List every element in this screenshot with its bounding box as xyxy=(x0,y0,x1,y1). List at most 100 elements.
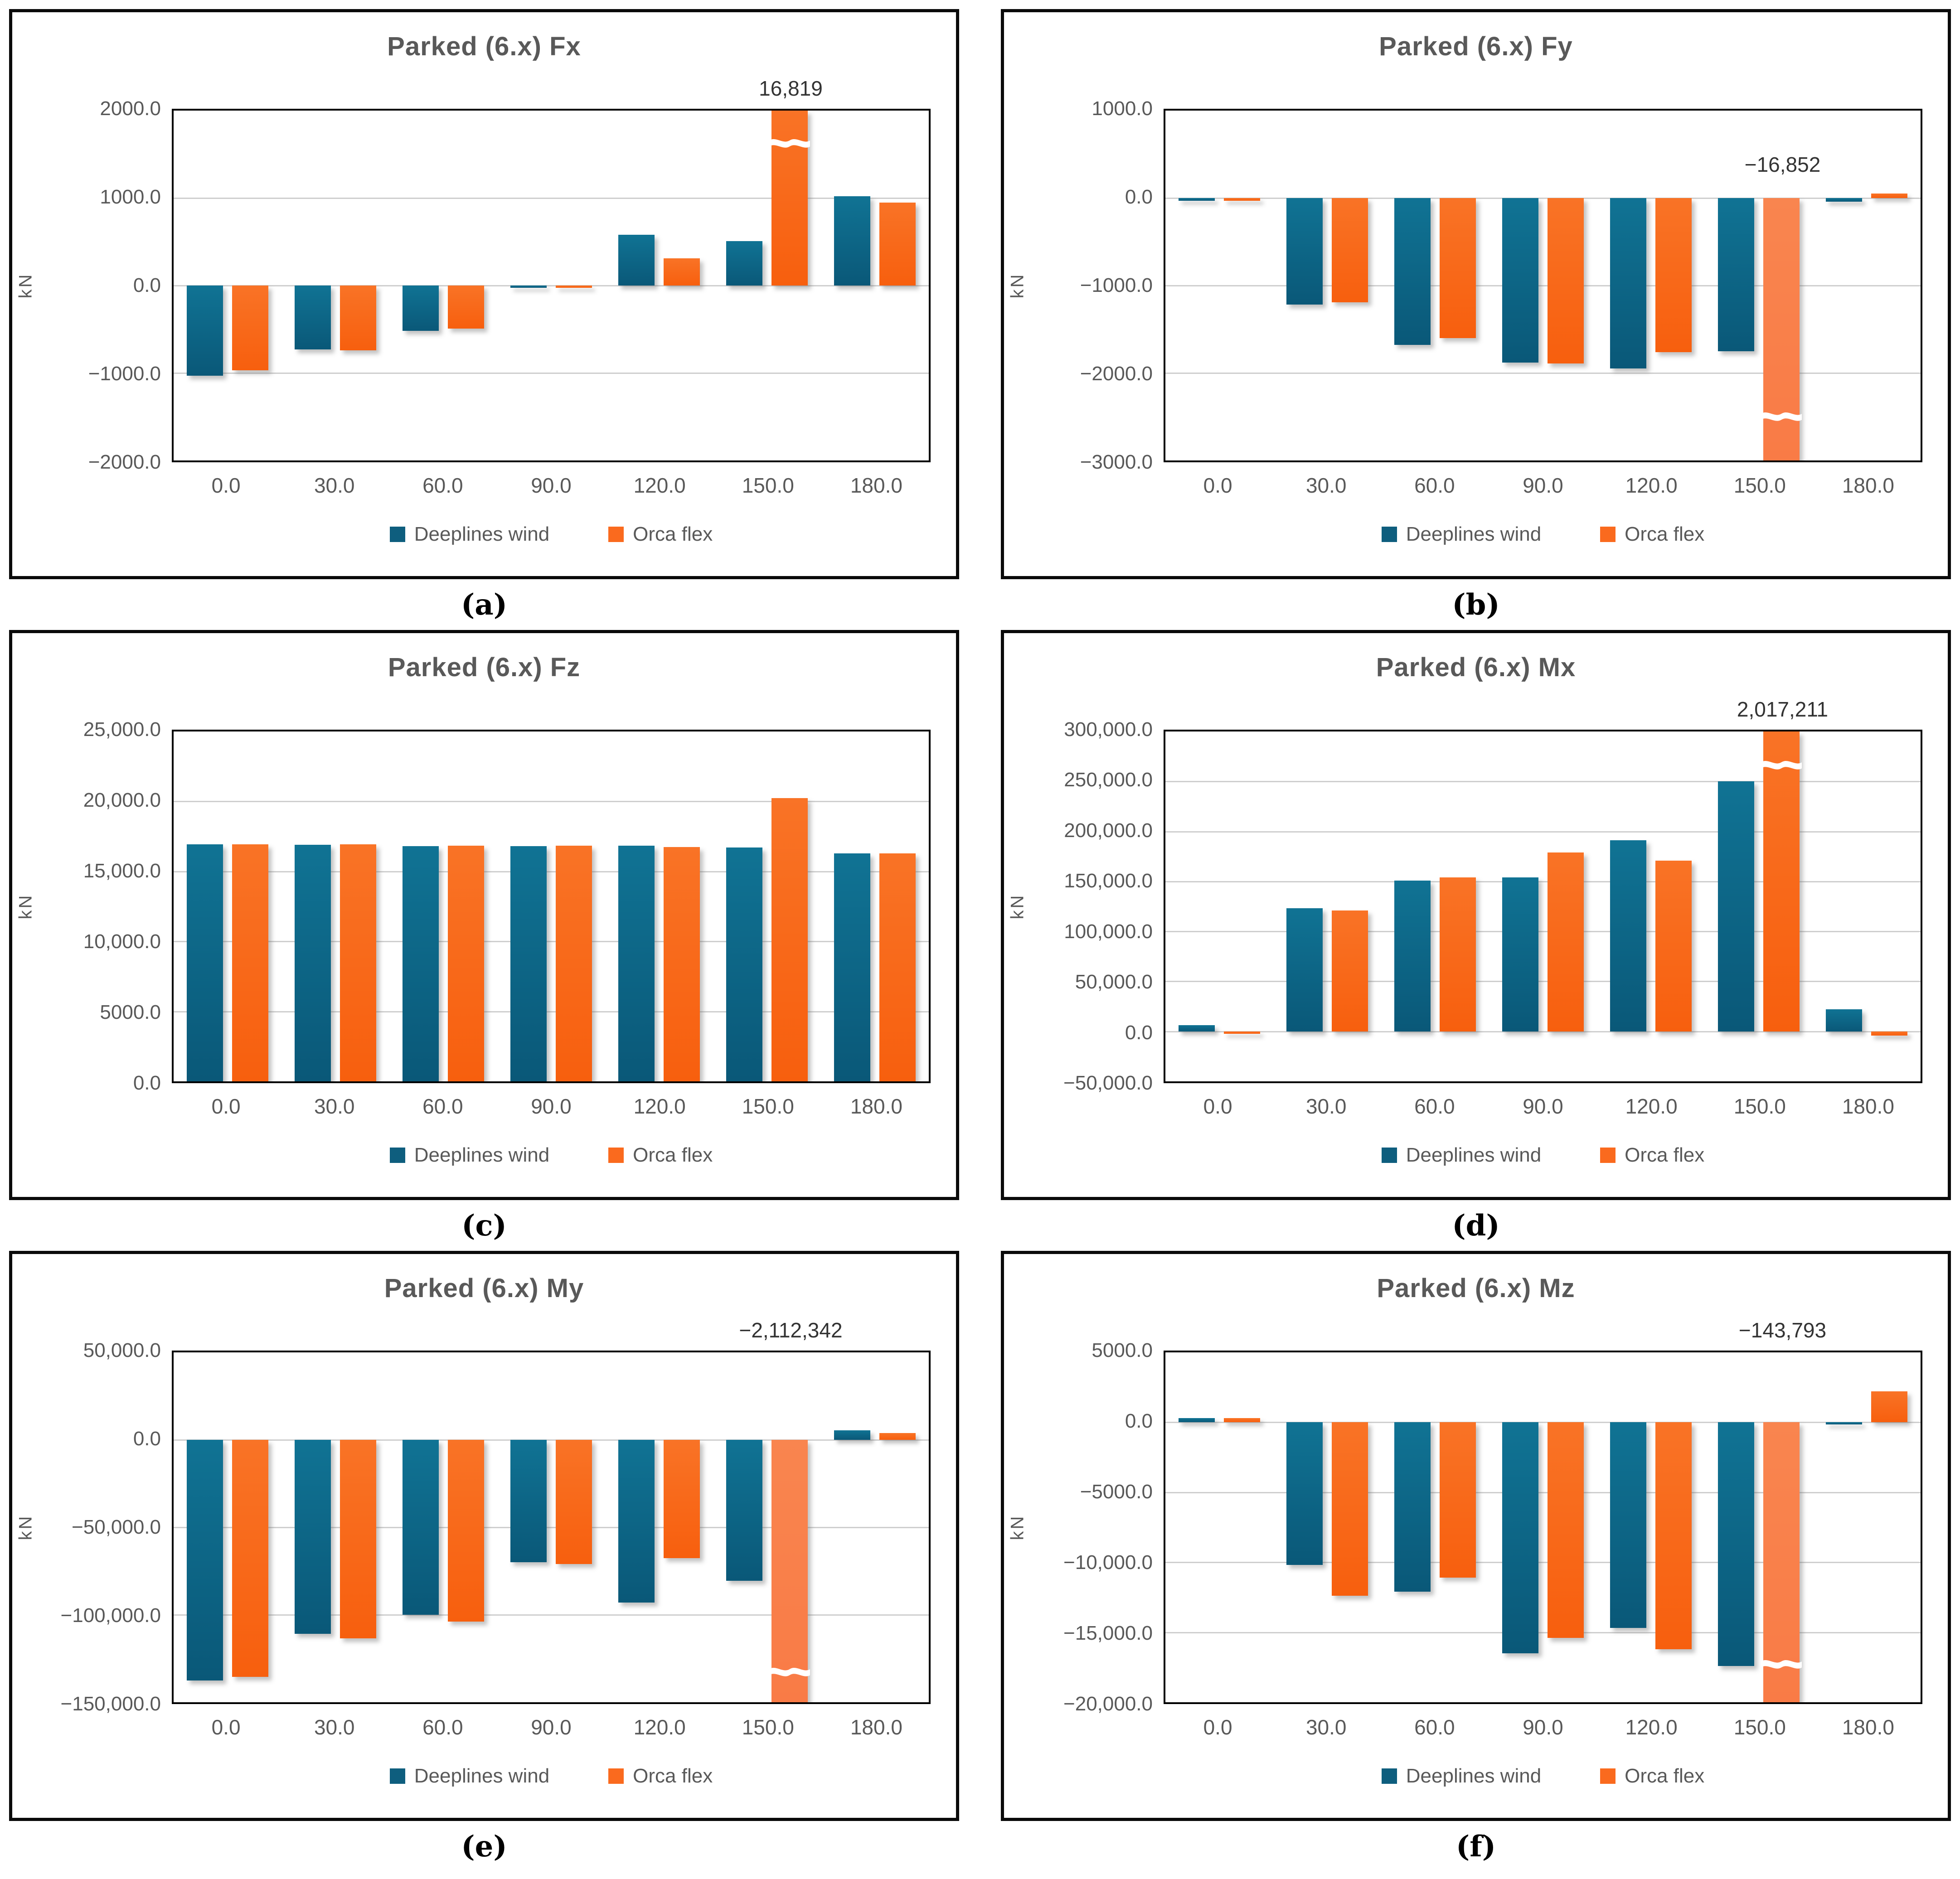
legend-label: Deeplines wind xyxy=(414,1144,550,1166)
bar-orca xyxy=(663,1440,700,1558)
bar-orca xyxy=(1655,1422,1692,1649)
legend-item: Orca flex xyxy=(608,523,713,546)
x-tick-label: 180.0 xyxy=(850,1715,902,1739)
legend-label: Orca flex xyxy=(1625,523,1705,545)
bar-orca xyxy=(769,1440,810,1702)
gridline xyxy=(1165,1422,1921,1424)
category-slot xyxy=(389,731,497,1081)
legend-label: Orca flex xyxy=(1625,1144,1705,1166)
bar-deeplines xyxy=(510,1440,547,1563)
x-tick-label: 120.0 xyxy=(633,1094,686,1118)
panel-label: (e) xyxy=(461,1829,507,1864)
legend-swatch-orca xyxy=(608,1768,624,1784)
bar-deeplines xyxy=(1394,198,1431,345)
bar-deeplines xyxy=(1286,198,1323,305)
bar-orca xyxy=(663,258,700,286)
x-tick-label: 180.0 xyxy=(1842,1715,1894,1739)
y-axis: 2000.0 1000.0 0.0 −1000.0 −2000.0 kN xyxy=(12,97,172,473)
y-tick-label: −50,000.0 xyxy=(72,1516,161,1538)
y-axis: 1000.0 0.0 −1000.0 −2000.0 −3000.0 kN xyxy=(1004,97,1164,473)
category-slot xyxy=(821,111,929,460)
category-slot xyxy=(1489,1352,1597,1702)
plot-wrap: 2,017,211 0.0 30.0 60.0 90.0 120.0 150.0 180.0 D… xyxy=(1164,697,1922,1167)
bar-orca xyxy=(1439,198,1476,338)
plot-wrap: 16,819 0.0 30.0 60.0 90.0 120.0 150.0 180.0 Deep… xyxy=(172,77,931,546)
panel-label: (d) xyxy=(1452,1208,1500,1243)
legend: Deeplines wind Orca flex xyxy=(172,1144,931,1167)
bars-layer xyxy=(174,111,929,460)
panel-block-mx: Parked (6.x) Mx 300,000.0 250,000.0 200,000… xyxy=(1001,630,1951,1251)
panel-label-row: (a) xyxy=(9,579,959,630)
x-tick-label: 90.0 xyxy=(531,474,572,497)
bar-deeplines xyxy=(1610,198,1647,369)
bar-deeplines xyxy=(1717,1422,1755,1666)
y-tick-label: −2000.0 xyxy=(1080,363,1153,385)
bar-orca xyxy=(1223,1031,1261,1034)
x-tick-label: 90.0 xyxy=(531,1715,572,1739)
x-tick-label: 30.0 xyxy=(314,1094,355,1118)
panel-label: (c) xyxy=(461,1208,507,1243)
panel-block-my: Parked (6.x) My 50,000.0 0.0 −50,000.0 −100,… xyxy=(9,1251,959,1872)
bar-orca xyxy=(879,1433,916,1440)
y-tick-label: 300,000.0 xyxy=(1064,718,1153,741)
chart-panel-mx: Parked (6.x) Mx 300,000.0 250,000.0 200,000… xyxy=(1001,630,1951,1200)
bar-orca xyxy=(1439,877,1476,1032)
y-axis-title: kN xyxy=(15,1514,36,1540)
bar-deeplines xyxy=(294,845,331,1081)
x-tick-label: 0.0 xyxy=(211,1715,241,1739)
x-tick-label: 120.0 xyxy=(1625,474,1678,497)
legend-swatch-deeplines xyxy=(389,527,405,542)
plot-wrap: −16,852 0.0 30.0 60.0 90.0 120.0 150.0 180.0 Dee… xyxy=(1164,109,1922,546)
x-tick-label: 150.0 xyxy=(1733,1094,1786,1118)
plot-wrap: 0.0 30.0 60.0 90.0 120.0 150.0 180.0 Deeplines … xyxy=(172,730,931,1167)
y-tick-label: −1000.0 xyxy=(1080,274,1153,296)
bar-orca xyxy=(232,1440,269,1677)
bar-orca xyxy=(1761,1422,1802,1702)
bar-break-mark xyxy=(1761,409,1802,425)
category-slot xyxy=(1273,1352,1381,1702)
bar-orca xyxy=(1331,198,1368,302)
y-axis-title: kN xyxy=(1007,1514,1028,1540)
bars-layer xyxy=(1165,111,1921,460)
category-slot xyxy=(1813,111,1921,460)
x-tick-label: 180.0 xyxy=(1842,474,1894,497)
category-slot xyxy=(1705,731,1813,1081)
legend-swatch-deeplines xyxy=(389,1768,405,1784)
bar-orca xyxy=(232,286,269,371)
bar-deeplines xyxy=(1178,1418,1215,1423)
bar-deeplines xyxy=(510,286,547,288)
x-tick-label: 150.0 xyxy=(1733,1715,1786,1739)
x-tick-label: 120.0 xyxy=(1625,1715,1678,1739)
category-slot xyxy=(1705,1352,1813,1702)
legend: Deeplines wind Orca flex xyxy=(1164,523,1922,546)
panel-label-row: (d) xyxy=(1001,1200,1951,1251)
bar-deeplines xyxy=(618,845,655,1081)
y-tick-label: −5000.0 xyxy=(1080,1481,1153,1503)
x-tick-label: 60.0 xyxy=(422,474,463,497)
bar-orca xyxy=(879,853,916,1081)
y-tick-label: −3000.0 xyxy=(1080,451,1153,473)
panel-label: (b) xyxy=(1452,587,1500,622)
bar-orca xyxy=(1761,198,1802,460)
x-tick-label: 30.0 xyxy=(1305,1715,1347,1739)
legend-item: Deeplines wind xyxy=(1381,1144,1541,1167)
chart-body: 1000.0 0.0 −1000.0 −2000.0 −3000.0 kN −16,852 0… xyxy=(1004,97,1948,546)
x-tick-label: 180.0 xyxy=(1842,1094,1894,1118)
legend-item: Deeplines wind xyxy=(389,523,549,546)
bar-deeplines xyxy=(186,1440,223,1680)
bar-deeplines xyxy=(1502,198,1539,363)
legend-item: Deeplines wind xyxy=(389,1144,550,1167)
legend-item: Orca flex xyxy=(608,1765,713,1787)
x-tick-label: 60.0 xyxy=(422,1715,463,1739)
bar-deeplines xyxy=(834,196,871,286)
y-tick-label: −10,000.0 xyxy=(1063,1551,1153,1574)
gridline xyxy=(1165,1031,1921,1032)
category-slot xyxy=(281,1352,389,1702)
value-annotation: −143,793 xyxy=(1738,1318,1827,1342)
legend-swatch-deeplines xyxy=(389,1148,405,1163)
category-slot xyxy=(713,1352,821,1702)
plot-wrap: −2,112,342 0.0 30.0 60.0 90.0 120.0 150.0 180.0… xyxy=(172,1318,931,1787)
bar-deeplines xyxy=(726,1440,763,1581)
x-tick-label: 90.0 xyxy=(1523,1715,1563,1739)
